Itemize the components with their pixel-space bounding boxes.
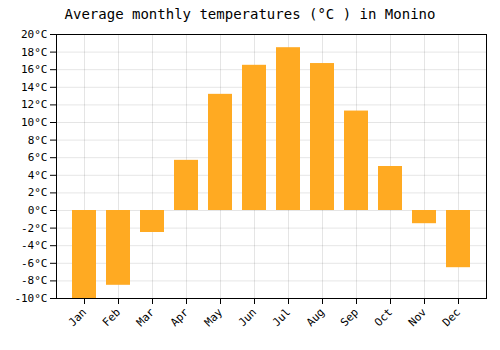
svg-text:Feb: Feb <box>100 306 123 329</box>
html-text:Average monthly temperatures (: Average monthly temperatures (°C ) in Mo… <box>64 6 436 22</box>
svg-text:Sep: Sep <box>338 306 361 329</box>
svg-text:16°C: 16°C <box>21 63 48 76</box>
svg-text:2°C: 2°C <box>28 186 48 199</box>
svg-text:Jun: Jun <box>236 306 259 329</box>
svg-text:Dec: Dec <box>440 306 463 329</box>
svg-text:-6°C: -6°C <box>21 257 48 270</box>
svg-text:6°C: 6°C <box>28 151 48 164</box>
svg-text:Oct: Oct <box>372 306 395 329</box>
svg-text:-8°C: -8°C <box>21 274 48 287</box>
svg-text:-10°C: -10°C <box>14 292 47 305</box>
svg-text:Mar: Mar <box>134 305 158 329</box>
svg-text:18°C: 18°C <box>21 46 48 59</box>
svg-text:12°C: 12°C <box>21 98 48 111</box>
svg-text:Nov: Nov <box>406 305 430 329</box>
svg-text:20°C: 20°C <box>21 28 48 41</box>
svg-text:Aug: Aug <box>304 306 327 329</box>
svg-text:Jan: Jan <box>66 306 89 329</box>
svg-text:-2°C: -2°C <box>21 222 48 235</box>
svg-text:Apr: Apr <box>168 305 192 329</box>
svg-text:-4°C: -4°C <box>21 239 48 252</box>
svg-text:0°C: 0°C <box>28 204 48 217</box>
svg-text:8°C: 8°C <box>28 134 48 147</box>
svg-text:May: May <box>202 305 226 329</box>
svg-text:10°C: 10°C <box>21 116 48 129</box>
svg-text:4°C: 4°C <box>28 169 48 182</box>
svg-text:Jul: Jul <box>270 306 293 329</box>
svg-text:14°C: 14°C <box>21 81 48 94</box>
